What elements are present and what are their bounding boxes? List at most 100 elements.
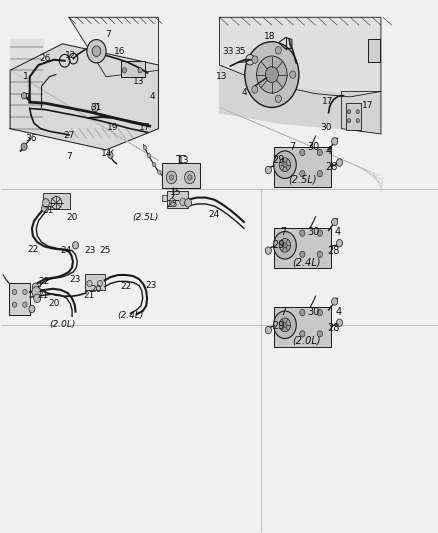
Circle shape: [166, 171, 177, 184]
Circle shape: [275, 95, 281, 102]
Text: 13: 13: [216, 72, 227, 81]
Bar: [345, 103, 360, 130]
Circle shape: [21, 93, 27, 99]
Polygon shape: [219, 17, 380, 97]
Bar: [167, 191, 187, 208]
Circle shape: [12, 302, 17, 308]
Text: 27: 27: [63, 131, 74, 140]
Text: 30: 30: [307, 227, 319, 237]
Circle shape: [265, 326, 271, 334]
Text: 24: 24: [60, 246, 71, 255]
Polygon shape: [69, 17, 158, 77]
Circle shape: [97, 280, 102, 287]
Text: 7: 7: [279, 227, 286, 237]
Circle shape: [331, 298, 337, 305]
Text: 15: 15: [170, 188, 181, 197]
Text: 4: 4: [149, 92, 155, 101]
Bar: [43, 193, 70, 209]
Circle shape: [184, 171, 194, 184]
Text: (2.4L): (2.4L): [292, 257, 320, 267]
Text: 7: 7: [279, 307, 286, 317]
Text: 31: 31: [91, 103, 102, 112]
Text: 20: 20: [66, 213, 78, 222]
Circle shape: [275, 47, 281, 54]
Text: 13: 13: [132, 77, 144, 86]
Text: 26: 26: [39, 54, 50, 63]
Circle shape: [256, 56, 286, 93]
Circle shape: [299, 330, 304, 337]
Text: 29: 29: [271, 156, 283, 165]
Text: 22: 22: [27, 245, 39, 254]
Text: 28: 28: [327, 323, 339, 333]
Circle shape: [29, 305, 35, 313]
Circle shape: [336, 239, 342, 247]
Circle shape: [282, 162, 286, 167]
Text: 23: 23: [85, 246, 96, 255]
Circle shape: [32, 283, 39, 290]
Text: 33: 33: [222, 47, 233, 56]
Circle shape: [299, 171, 304, 177]
Circle shape: [317, 230, 322, 236]
Text: (2.4L): (2.4L): [117, 311, 143, 320]
Text: 4: 4: [241, 88, 247, 97]
Text: 22: 22: [39, 277, 49, 286]
Text: 23: 23: [70, 274, 81, 284]
Text: 16: 16: [114, 47, 126, 56]
Circle shape: [184, 199, 191, 207]
Circle shape: [265, 67, 278, 83]
Text: 28: 28: [324, 162, 336, 172]
Text: 28: 28: [327, 246, 339, 256]
Circle shape: [245, 54, 254, 65]
Text: (2.0L): (2.0L): [292, 336, 320, 346]
Circle shape: [251, 86, 258, 93]
Polygon shape: [341, 92, 380, 134]
Circle shape: [34, 294, 41, 303]
Text: 13: 13: [177, 156, 189, 165]
Polygon shape: [10, 38, 43, 128]
Circle shape: [317, 330, 322, 337]
Circle shape: [42, 199, 49, 207]
Circle shape: [299, 251, 304, 257]
Text: 23: 23: [145, 281, 157, 290]
Circle shape: [299, 149, 304, 156]
Text: 21: 21: [84, 290, 95, 300]
Bar: [85, 274, 105, 290]
Circle shape: [355, 118, 359, 123]
Text: 29: 29: [271, 240, 283, 251]
Circle shape: [355, 110, 359, 114]
Circle shape: [317, 149, 322, 156]
Circle shape: [23, 289, 27, 295]
Text: 18: 18: [264, 32, 275, 41]
Circle shape: [317, 251, 322, 257]
Circle shape: [346, 110, 350, 114]
Circle shape: [279, 318, 290, 332]
Bar: [273, 228, 330, 268]
Text: 35: 35: [234, 47, 246, 56]
Circle shape: [282, 243, 286, 248]
Circle shape: [87, 280, 92, 287]
Circle shape: [21, 143, 27, 150]
Text: 36: 36: [25, 134, 37, 143]
Text: 25: 25: [166, 200, 178, 209]
Circle shape: [108, 152, 113, 158]
Circle shape: [299, 230, 304, 236]
Circle shape: [92, 46, 101, 56]
Text: 7: 7: [66, 152, 72, 161]
Circle shape: [273, 151, 296, 179]
Circle shape: [273, 311, 296, 338]
Text: 25: 25: [99, 246, 111, 255]
Circle shape: [331, 138, 337, 145]
Text: 7: 7: [25, 93, 30, 102]
Text: 4: 4: [333, 227, 339, 237]
Text: (2.0L): (2.0L): [49, 320, 75, 329]
Circle shape: [251, 56, 258, 63]
Circle shape: [152, 163, 155, 167]
Circle shape: [282, 322, 286, 327]
Text: 24: 24: [208, 210, 219, 219]
Text: 17: 17: [138, 123, 150, 132]
Text: 22: 22: [120, 282, 131, 291]
Circle shape: [279, 158, 290, 172]
Circle shape: [143, 146, 146, 150]
Text: 7: 7: [289, 142, 295, 152]
Circle shape: [72, 241, 78, 249]
